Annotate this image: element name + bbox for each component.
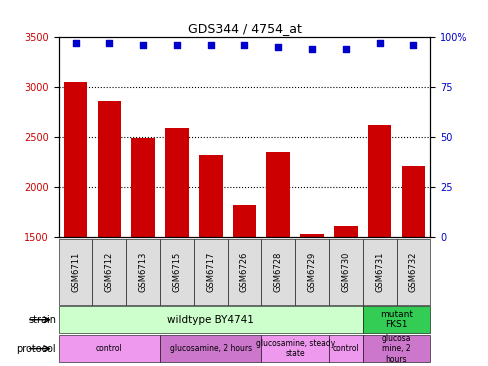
Point <box>173 42 181 48</box>
Bar <box>333 226 357 237</box>
Text: GSM6729: GSM6729 <box>307 251 316 292</box>
Text: GSM6712: GSM6712 <box>104 251 114 292</box>
Text: protocol: protocol <box>17 344 56 354</box>
Point <box>408 42 416 48</box>
Bar <box>401 166 425 237</box>
Point <box>105 40 113 45</box>
Text: glucosa
mine, 2
hours: glucosa mine, 2 hours <box>381 334 410 363</box>
Bar <box>232 205 256 237</box>
Text: glucosamine, 2 hours: glucosamine, 2 hours <box>169 344 251 353</box>
Text: strain: strain <box>28 315 56 325</box>
Point <box>206 42 214 48</box>
Text: GSM6728: GSM6728 <box>273 251 282 292</box>
Bar <box>266 152 289 237</box>
Bar <box>300 234 323 237</box>
Text: mutant
FKS1: mutant FKS1 <box>379 310 412 329</box>
Bar <box>165 128 188 237</box>
Text: GSM6730: GSM6730 <box>341 251 349 292</box>
Text: GSM6713: GSM6713 <box>139 251 147 292</box>
Bar <box>63 82 87 237</box>
Bar <box>367 125 391 237</box>
Text: GSM6715: GSM6715 <box>172 251 181 292</box>
Bar <box>199 155 222 237</box>
Text: control: control <box>332 344 359 353</box>
Point <box>341 46 349 52</box>
Point <box>375 40 383 45</box>
Text: GSM6711: GSM6711 <box>71 251 80 292</box>
Title: GDS344 / 4754_at: GDS344 / 4754_at <box>187 22 301 36</box>
Bar <box>131 138 155 237</box>
Point <box>72 40 80 45</box>
Text: control: control <box>96 344 122 353</box>
Point <box>139 42 147 48</box>
Point <box>240 42 248 48</box>
Text: glucosamine, steady
state: glucosamine, steady state <box>255 339 334 358</box>
Text: GSM6731: GSM6731 <box>374 251 384 292</box>
Bar <box>97 101 121 237</box>
Point <box>307 46 315 52</box>
Text: GSM6717: GSM6717 <box>206 251 215 292</box>
Text: GSM6732: GSM6732 <box>408 251 417 292</box>
Text: wildtype BY4741: wildtype BY4741 <box>167 315 254 325</box>
Text: GSM6726: GSM6726 <box>240 251 248 292</box>
Point <box>274 44 282 49</box>
